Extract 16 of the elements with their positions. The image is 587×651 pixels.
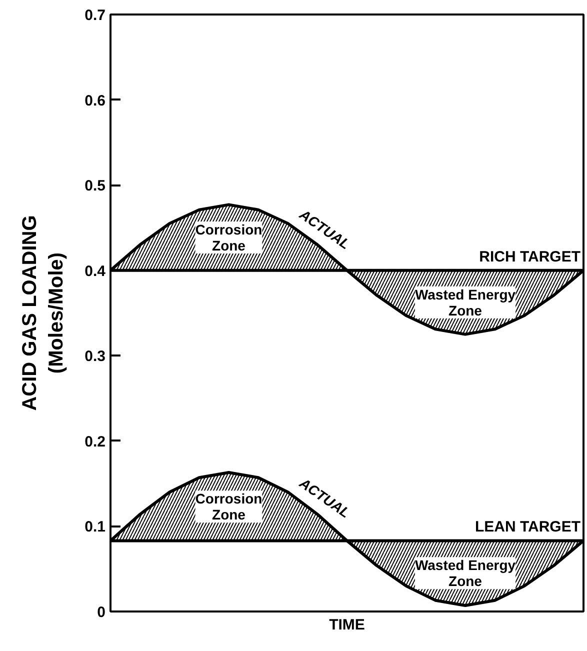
- y-tick-label: 0.3: [84, 348, 106, 366]
- annotation: Wasted Energy Zone: [414, 286, 516, 318]
- y-tick-label: 0: [97, 604, 106, 621]
- annotation: Corrosion Zone: [195, 222, 262, 254]
- y-tick-label: 0.5: [84, 178, 106, 195]
- y-tick-label: 0.6: [84, 92, 106, 110]
- y-axis-title: ACID GAS LOADING (Moles/Mole): [19, 215, 68, 411]
- y-tick-label: 0.7: [84, 7, 106, 24]
- y-tick-label: 0.4: [84, 262, 106, 280]
- x-axis-title: TIME: [329, 616, 365, 634]
- ref-line-label: LEAN TARGET: [474, 518, 581, 536]
- y-tick-label: 0.2: [84, 433, 106, 450]
- ref-line-label: RICH TARGET: [479, 248, 581, 266]
- y-tick-label: 0.1: [84, 518, 106, 536]
- annotation: Wasted Energy Zone: [414, 557, 516, 590]
- annotation: Corrosion Zone: [195, 490, 262, 523]
